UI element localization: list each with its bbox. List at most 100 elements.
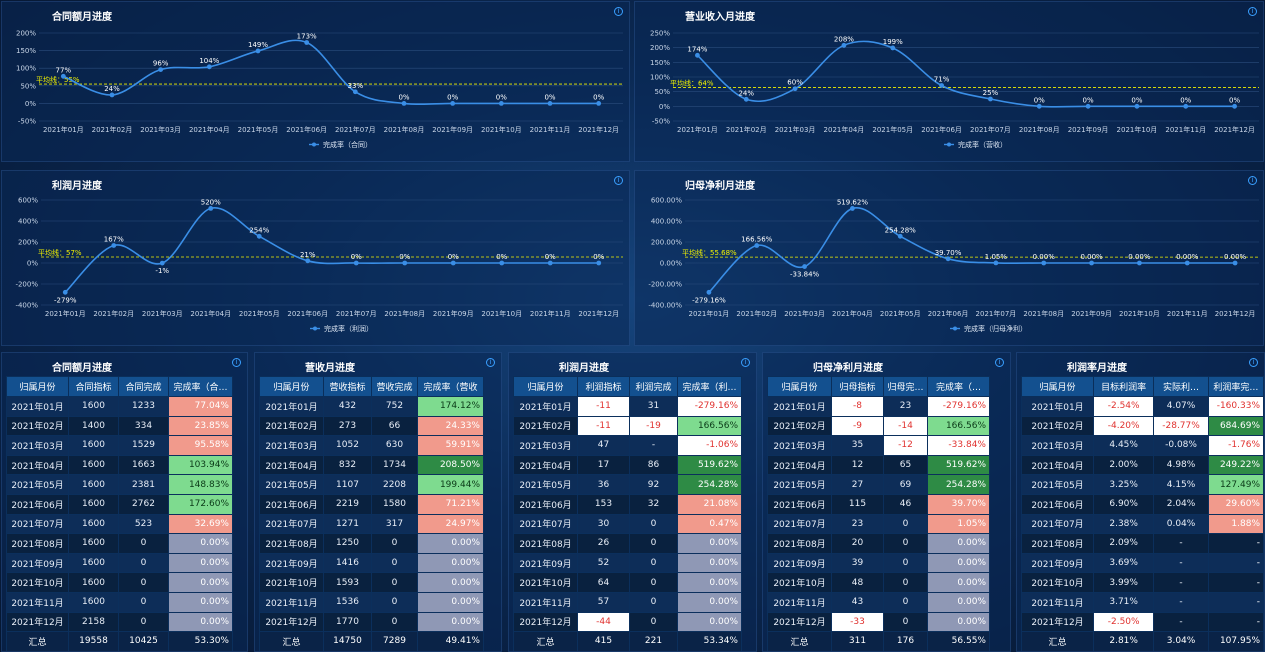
y-tick-label: 0.00%	[660, 260, 683, 268]
data-point[interactable]	[596, 101, 602, 106]
value-cell: 0	[883, 572, 928, 593]
column-header[interactable]: 目标利润率	[1092, 376, 1155, 397]
data-point[interactable]	[897, 233, 903, 239]
data-point[interactable]	[945, 256, 951, 262]
column-header[interactable]: 归属月份	[513, 376, 578, 397]
info-icon[interactable]: i	[1248, 176, 1257, 185]
data-point[interactable]	[498, 101, 504, 106]
table-row: 2021年01月 -8 23 -279.16%	[767, 396, 990, 417]
info-icon[interactable]: i	[1248, 7, 1257, 16]
series-line	[64, 207, 599, 293]
data-point[interactable]	[596, 260, 602, 266]
data-point[interactable]	[993, 260, 999, 266]
info-icon[interactable]: i	[995, 358, 1004, 367]
chart-title: 归母净利月进度	[685, 181, 755, 192]
legend-label[interactable]: 完成率（营收）	[958, 140, 1007, 149]
data-point[interactable]	[158, 67, 164, 73]
info-icon[interactable]: i	[486, 358, 495, 367]
progress-table: 归属月份 营收指标 营收完成 完成率（营收 2021年01月 432 752 174.12% 2…	[259, 376, 484, 651]
info-icon[interactable]: i	[614, 176, 623, 185]
data-point[interactable]	[850, 206, 855, 211]
table-row: 2021年07月 23 0 1.05%	[767, 513, 990, 535]
data-point[interactable]	[206, 64, 212, 70]
column-header[interactable]: 利润率完…	[1207, 376, 1264, 397]
data-point[interactable]	[450, 101, 456, 106]
info-icon[interactable]: i	[741, 358, 750, 367]
data-point[interactable]	[890, 45, 896, 51]
info-icon[interactable]: i	[1249, 358, 1258, 367]
data-point[interactable]	[353, 260, 359, 266]
data-point[interactable]	[60, 73, 66, 79]
data-point[interactable]	[352, 89, 358, 95]
table-row: 2021年08月 20 0 0.00%	[767, 533, 990, 554]
data-point[interactable]	[743, 96, 749, 102]
column-header[interactable]: 归母完…	[883, 376, 928, 397]
data-point[interactable]	[1134, 103, 1140, 109]
data-point[interactable]	[547, 260, 553, 266]
data-point[interactable]	[256, 233, 262, 239]
data-point[interactable]	[450, 260, 456, 266]
column-header[interactable]: 归母指标	[831, 376, 884, 397]
column-header[interactable]: 完成率（营收	[417, 376, 484, 397]
data-point[interactable]	[1183, 103, 1189, 109]
data-point[interactable]	[305, 258, 311, 264]
data-point[interactable]	[111, 243, 117, 248]
value-cell: 95.58%	[168, 435, 233, 456]
data-point[interactable]	[62, 289, 68, 295]
data-point[interactable]	[1089, 260, 1094, 266]
data-point[interactable]	[792, 86, 798, 92]
x-tick-label: 2021年01月	[677, 125, 718, 134]
column-header[interactable]: 合同指标	[68, 376, 119, 397]
data-point[interactable]	[802, 264, 807, 269]
table-row: 2021年02月 -9 -14 166.56%	[767, 415, 990, 437]
info-icon[interactable]: i	[232, 358, 241, 367]
column-header[interactable]: 营收完成	[371, 376, 418, 397]
column-header[interactable]: 营收指标	[323, 376, 372, 397]
column-header[interactable]: 完成率（合…	[168, 376, 233, 397]
data-point[interactable]	[695, 52, 700, 58]
data-point[interactable]	[939, 83, 944, 88]
data-point[interactable]	[109, 92, 115, 98]
info-icon[interactable]: i	[614, 7, 623, 16]
column-header[interactable]: 归属月份	[767, 376, 832, 397]
data-point[interactable]	[988, 96, 993, 102]
column-header[interactable]: 完成率（…	[927, 376, 990, 397]
total-row: 汇总 14750 7289 49.41%	[259, 631, 484, 651]
data-point[interactable]	[1137, 260, 1142, 266]
column-header[interactable]: 完成率（利…	[677, 376, 742, 397]
data-point[interactable]	[1041, 260, 1047, 266]
column-header[interactable]: 利润指标	[577, 376, 630, 397]
data-point[interactable]	[754, 243, 760, 248]
data-point[interactable]	[1232, 260, 1238, 266]
column-header[interactable]: 实际利…	[1153, 376, 1209, 397]
data-point[interactable]	[1085, 103, 1091, 109]
legend-label[interactable]: 完成率（合同）	[323, 140, 372, 149]
data-point[interactable]	[304, 40, 310, 45]
legend-label[interactable]: 完成率（归母净利）	[964, 324, 1027, 333]
data-point[interactable]	[159, 260, 165, 266]
data-point[interactable]	[499, 260, 505, 266]
data-point[interactable]	[401, 101, 407, 106]
column-header[interactable]: 归属月份	[1021, 376, 1094, 397]
x-tick-label: 2021年06月	[928, 309, 969, 318]
value-cell: 249.22%	[1207, 454, 1264, 476]
data-point[interactable]	[402, 260, 408, 266]
value-cell: 107.95%	[1207, 631, 1264, 651]
data-point[interactable]	[706, 289, 712, 295]
data-point[interactable]	[547, 101, 553, 106]
data-point[interactable]	[841, 42, 847, 48]
data-point[interactable]	[255, 48, 261, 54]
table-row: 2021年08月 26 0 0.00%	[513, 533, 742, 554]
data-point[interactable]	[1232, 103, 1237, 109]
column-header[interactable]: 合同完成	[118, 376, 169, 397]
data-label: 24%	[738, 89, 754, 97]
x-tick-label: 2021年10月	[1119, 309, 1160, 318]
value-cell: 0.00%	[677, 552, 742, 574]
data-point[interactable]	[1184, 260, 1190, 266]
legend-label[interactable]: 完成率（利润）	[324, 324, 373, 333]
data-point[interactable]	[208, 206, 214, 211]
column-header[interactable]: 归属月份	[259, 376, 324, 397]
column-header[interactable]: 归属月份	[6, 376, 69, 397]
column-header[interactable]: 利润完成	[629, 376, 678, 397]
data-point[interactable]	[1036, 103, 1042, 109]
